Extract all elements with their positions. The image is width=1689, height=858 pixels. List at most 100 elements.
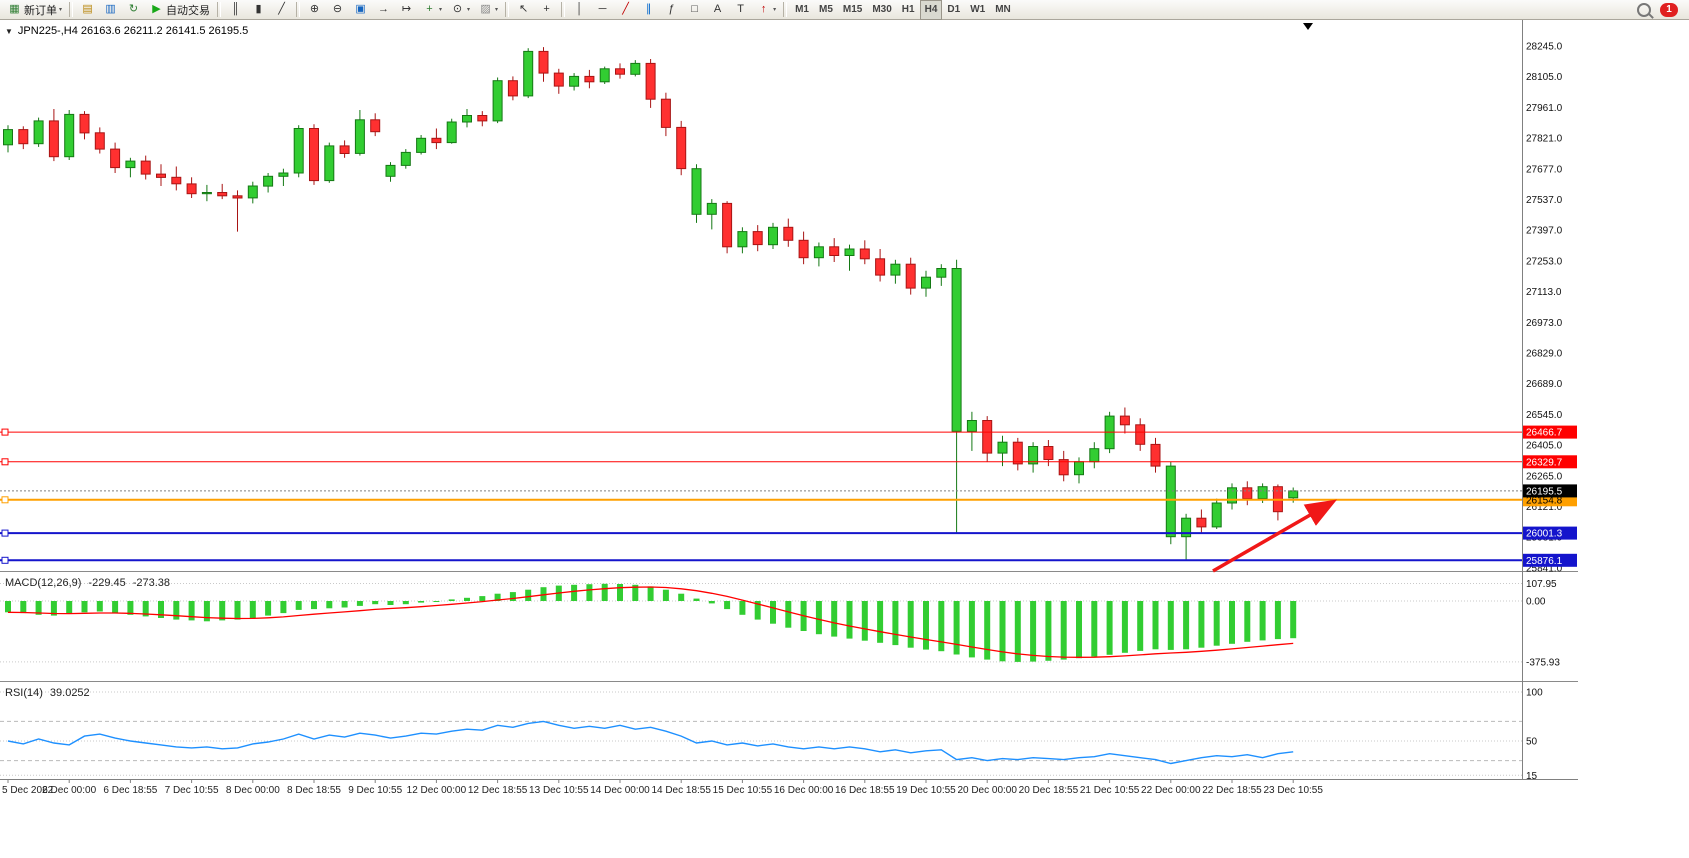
- line-anchor-handle[interactable]: [1, 529, 9, 537]
- candle: [278, 172, 289, 177]
- timeframe-w1-button[interactable]: W1: [970, 4, 986, 15]
- svg-text:22 Dec 18:55: 22 Dec 18:55: [1202, 785, 1262, 796]
- text-button[interactable]: A: [706, 0, 729, 20]
- svg-text:6 Dec 00:00: 6 Dec 00:00: [42, 785, 96, 796]
- svg-text:14 Dec 00:00: 14 Dec 00:00: [590, 785, 650, 796]
- crosshair-button[interactable]: +: [535, 0, 558, 20]
- fibonacci-icon: ƒ: [668, 3, 675, 15]
- profiles-button[interactable]: ▤: [76, 0, 99, 20]
- arrows-icon: ↑: [760, 3, 767, 15]
- zoom-in-icon: ⊕: [309, 3, 320, 15]
- fibonacci-button[interactable]: ƒ: [660, 0, 683, 20]
- timeframe-m15-button[interactable]: M15: [842, 4, 863, 15]
- shapes-button[interactable]: □: [683, 0, 706, 20]
- cursor-button[interactable]: ↖: [512, 0, 535, 20]
- toolbar-right-cluster: 1: [1637, 2, 1686, 17]
- new-order-button[interactable]: ▦ 新订单 ▾: [3, 0, 66, 20]
- chevron-down-icon: ▾: [439, 7, 443, 13]
- notification-badge[interactable]: 1: [1660, 2, 1678, 17]
- vertical-line-button[interactable]: │: [568, 0, 591, 20]
- chevron-down-icon: ▾: [495, 7, 499, 13]
- trendline-button[interactable]: ╱: [614, 0, 637, 20]
- line-chart-button[interactable]: ╱: [270, 0, 293, 20]
- svg-text:20 Dec 18:55: 20 Dec 18:55: [1019, 785, 1079, 796]
- candle: [1165, 465, 1176, 538]
- timeframe-m1-button[interactable]: M1: [795, 4, 809, 15]
- svg-text:13 Dec 10:55: 13 Dec 10:55: [529, 785, 589, 796]
- toolbar: ▦ 新订单 ▾ ▤ ▥ ↻ ▶ 自动交易 ║ ▮ ╱ ⊕ ⊖ ▣ → ↦ + ▾ ⊙ ▾ ▨ ▾ ↖ + │ ─ ╱ ∥ ƒ □ A T ↑ ▾ M…: [0, 0, 1689, 20]
- candle: [584, 75, 595, 83]
- line-anchor-handle[interactable]: [1, 458, 9, 466]
- candlestick-button[interactable]: ▮: [247, 0, 270, 20]
- svg-text:12 Dec 18:55: 12 Dec 18:55: [468, 785, 528, 796]
- chart-shift-button[interactable]: ↦: [395, 0, 418, 20]
- auto-scroll-button[interactable]: →: [372, 0, 395, 20]
- zoom-in-button[interactable]: ⊕: [303, 0, 326, 20]
- tile-windows-button[interactable]: ▣: [349, 0, 372, 20]
- svg-text:28105.0: 28105.0: [1526, 72, 1563, 83]
- timeframe-mn-button[interactable]: MN: [995, 4, 1011, 15]
- templates-button[interactable]: ▨ ▾: [474, 0, 502, 20]
- auto-trading-button[interactable]: ▶ 自动交易: [145, 0, 214, 20]
- indicators-button[interactable]: + ▾: [418, 0, 446, 20]
- trend-arrow-annotation[interactable]: [1212, 499, 1338, 573]
- line-anchor-handle[interactable]: [1, 556, 9, 564]
- new-chart-button[interactable]: ▥: [99, 0, 122, 20]
- line-anchor-handle[interactable]: [1, 428, 9, 436]
- candle: [492, 80, 503, 122]
- svg-text:21 Dec 10:55: 21 Dec 10:55: [1080, 785, 1140, 796]
- macd-name: MACD(12,26,9): [5, 577, 82, 589]
- arrows-button[interactable]: ↑ ▾: [752, 0, 780, 20]
- candle: [217, 192, 228, 197]
- horizontal-line-button[interactable]: ─: [591, 0, 614, 20]
- svg-text:15: 15: [1526, 771, 1538, 782]
- timeframe-h1-button[interactable]: H1: [901, 4, 915, 15]
- svg-text:-375.93: -375.93: [1526, 657, 1560, 668]
- chart-collapse-button[interactable]: ▼: [5, 26, 13, 36]
- toolbar-separator: [69, 2, 74, 17]
- candle: [3, 129, 13, 146]
- timeframe-d1-button[interactable]: D1: [947, 4, 961, 15]
- rsi-name: RSI(14): [5, 687, 43, 699]
- candle: [263, 175, 274, 187]
- price-axis[interactable]: 28245.0 28105.0 27961.0 27821.0 27677.0 27537…: [1526, 42, 1563, 575]
- zoom-out-icon: ⊖: [332, 3, 343, 15]
- shapes-icon: □: [691, 3, 698, 15]
- zoom-out-button[interactable]: ⊖: [326, 0, 349, 20]
- svg-text:25876.1: 25876.1: [1526, 556, 1563, 567]
- svg-text:27537.0: 27537.0: [1526, 195, 1563, 206]
- toolbar-separator: [561, 2, 566, 17]
- svg-text:19 Dec 10:55: 19 Dec 10:55: [896, 785, 956, 796]
- svg-text:16 Dec 00:00: 16 Dec 00:00: [774, 785, 834, 796]
- panel-gridlines: [0, 583, 1522, 776]
- timeframe-m30-button[interactable]: M30: [872, 4, 892, 15]
- timeframe-m5-button[interactable]: M5: [818, 4, 833, 15]
- candle: [94, 132, 105, 150]
- candle: [691, 168, 702, 215]
- candle: [186, 183, 197, 195]
- svg-text:7 Dec 10:55: 7 Dec 10:55: [165, 785, 219, 796]
- candle: [813, 246, 824, 259]
- candle: [875, 258, 886, 276]
- auto-trading-button-label: 自动交易: [166, 4, 211, 17]
- periods-button[interactable]: ⊙ ▾: [446, 0, 474, 20]
- horizontal-line-objects[interactable]: [0, 428, 1522, 564]
- line-anchor-handle[interactable]: [1, 496, 9, 504]
- svg-text:8 Dec 18:55: 8 Dec 18:55: [287, 785, 341, 796]
- vertical-line-icon: │: [576, 3, 583, 15]
- search-icon[interactable]: [1637, 2, 1651, 17]
- svg-text:12 Dec 00:00: 12 Dec 00:00: [407, 785, 467, 796]
- refresh-button[interactable]: ↻: [122, 0, 145, 20]
- channel-icon: ∥: [645, 3, 652, 15]
- bar-chart-button[interactable]: ║: [224, 0, 247, 20]
- timeframe-h4-button[interactable]: H4: [919, 0, 943, 20]
- candle: [354, 119, 365, 154]
- channel-button[interactable]: ∥: [637, 0, 660, 20]
- candle: [1288, 490, 1299, 499]
- text-label-button[interactable]: T: [729, 0, 752, 20]
- chart-shift-marker[interactable]: [1303, 23, 1313, 30]
- price-badge: [1523, 425, 1577, 439]
- macd-signal-value: -273.38: [132, 577, 171, 589]
